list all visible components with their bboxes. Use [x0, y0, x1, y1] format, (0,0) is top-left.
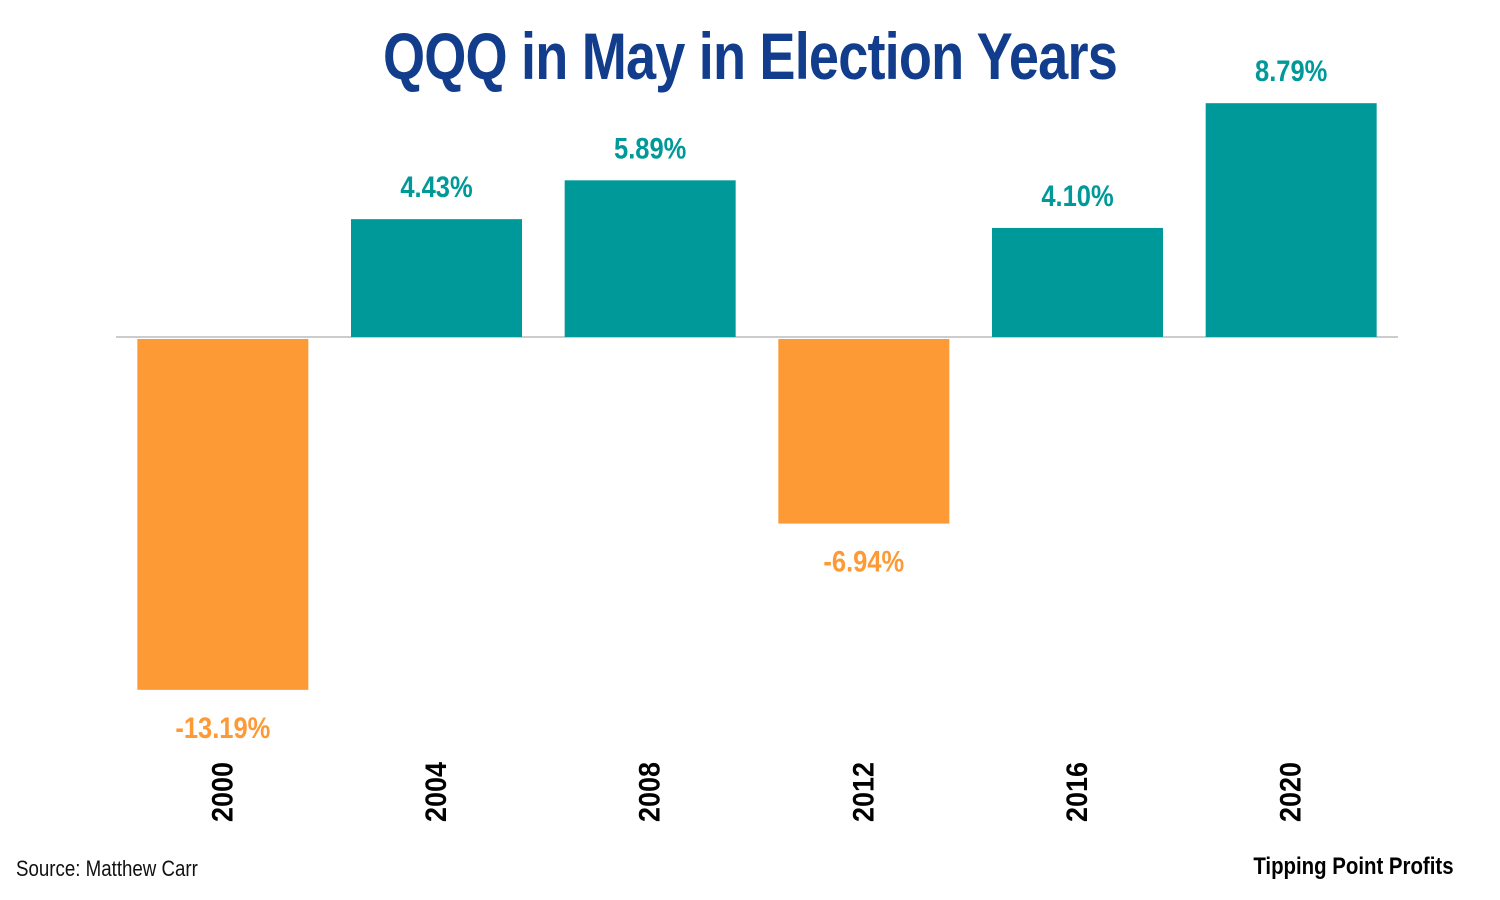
- x-tick-label-2016: 2016: [1061, 762, 1095, 822]
- value-label-2020: 8.79%: [1255, 54, 1328, 87]
- bar-2008: [564, 180, 736, 337]
- value-label-2012: -6.94%: [823, 545, 904, 578]
- brand-name: Tipping Point Profits: [1253, 853, 1454, 880]
- value-label-2008: 5.89%: [614, 131, 687, 164]
- x-tick-label-2020: 2020: [1274, 762, 1308, 822]
- x-tick-label-2008: 2008: [633, 762, 667, 822]
- x-tick-label-2012: 2012: [847, 762, 881, 822]
- source-note: Source: Matthew Carr: [16, 856, 198, 881]
- bar-2012: [778, 339, 950, 524]
- bar-2020: [1205, 103, 1377, 337]
- x-tick-label-2004: 2004: [420, 762, 454, 822]
- value-label-2000: -13.19%: [175, 711, 270, 744]
- bar-2000: [137, 339, 309, 690]
- bar-2016: [992, 227, 1163, 337]
- value-label-2016: 4.10%: [1041, 179, 1114, 212]
- value-label-2004: 4.43%: [400, 170, 473, 203]
- bar-2004: [351, 219, 522, 337]
- x-tick-label-2000: 2000: [206, 762, 240, 822]
- chart-title: QQQ in May in Election Years: [382, 19, 1118, 93]
